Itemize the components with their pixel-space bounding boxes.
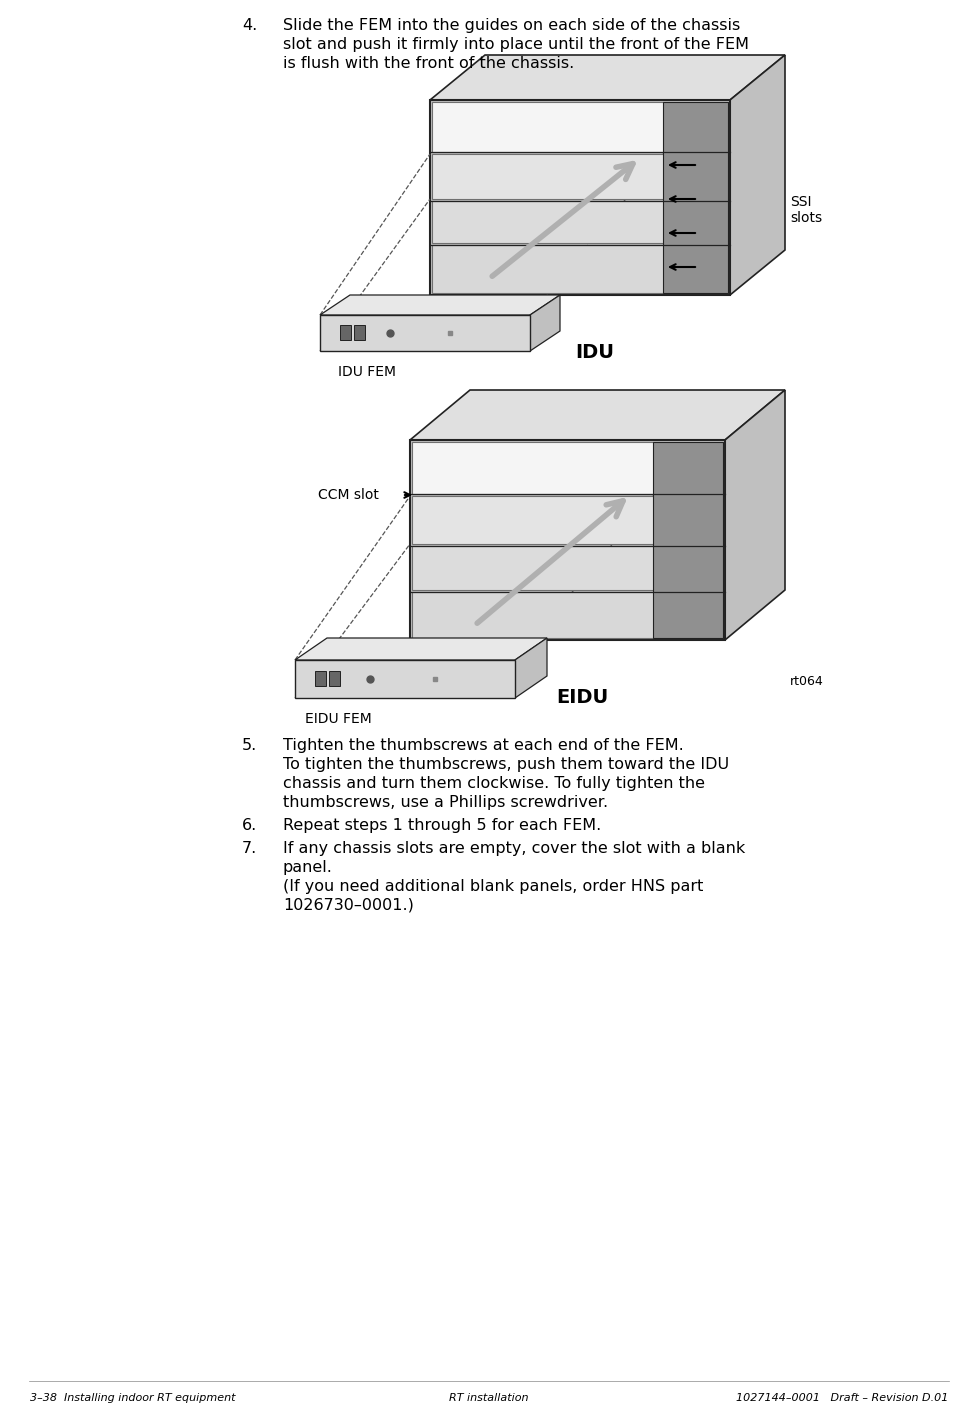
Bar bbox=[430, 100, 729, 296]
Bar bbox=[340, 326, 351, 340]
Polygon shape bbox=[295, 638, 546, 660]
Bar bbox=[328, 671, 340, 685]
Text: 4.: 4. bbox=[241, 19, 257, 33]
Text: thumbscrews, use a Phillips screwdriver.: thumbscrews, use a Phillips screwdriver. bbox=[282, 795, 608, 810]
Text: slot and push it firmly into place until the front of the FEM: slot and push it firmly into place until… bbox=[282, 37, 748, 51]
FancyArrowPatch shape bbox=[477, 501, 622, 623]
Text: To tighten the thumbscrews, push them toward the IDU: To tighten the thumbscrews, push them to… bbox=[282, 757, 729, 773]
Text: 1026730–0001.): 1026730–0001.) bbox=[282, 898, 413, 912]
Text: chassis and turn them clockwise. To fully tighten the: chassis and turn them clockwise. To full… bbox=[282, 775, 704, 791]
Text: RT installation: RT installation bbox=[448, 1392, 529, 1402]
Text: CCM slot: CCM slot bbox=[318, 488, 378, 503]
Text: Repeat steps 1 through 5 for each FEM.: Repeat steps 1 through 5 for each FEM. bbox=[282, 818, 601, 833]
Polygon shape bbox=[515, 638, 546, 698]
Bar bbox=[411, 545, 722, 590]
Bar bbox=[315, 671, 325, 685]
Bar bbox=[409, 440, 724, 640]
Bar bbox=[432, 101, 727, 151]
Text: 6.: 6. bbox=[241, 818, 257, 833]
Polygon shape bbox=[729, 56, 785, 296]
Polygon shape bbox=[530, 296, 560, 351]
Bar bbox=[662, 101, 727, 293]
Text: IDU FEM: IDU FEM bbox=[338, 366, 396, 378]
Text: EIDU FEM: EIDU FEM bbox=[305, 713, 371, 725]
Text: 3–38  Installing indoor RT equipment: 3–38 Installing indoor RT equipment bbox=[30, 1392, 235, 1402]
FancyArrowPatch shape bbox=[491, 164, 632, 276]
Polygon shape bbox=[430, 56, 785, 100]
Text: Tighten the thumbscrews at each end of the FEM.: Tighten the thumbscrews at each end of t… bbox=[282, 738, 683, 753]
Text: If any chassis slots are empty, cover the slot with a blank: If any chassis slots are empty, cover th… bbox=[282, 841, 744, 855]
Text: rt064: rt064 bbox=[789, 675, 823, 688]
Bar bbox=[295, 660, 515, 698]
Polygon shape bbox=[724, 390, 785, 640]
Polygon shape bbox=[319, 296, 560, 316]
Text: IDU: IDU bbox=[574, 343, 614, 363]
Bar bbox=[411, 496, 722, 544]
Bar bbox=[432, 201, 727, 243]
Text: Slide the FEM into the guides on each side of the chassis: Slide the FEM into the guides on each si… bbox=[282, 19, 740, 33]
Text: 7.: 7. bbox=[241, 841, 257, 855]
Text: 1027144–0001   Draft – Revision D.01: 1027144–0001 Draft – Revision D.01 bbox=[735, 1392, 947, 1402]
Polygon shape bbox=[409, 390, 785, 440]
Text: panel.: panel. bbox=[282, 860, 332, 875]
Bar bbox=[411, 443, 722, 494]
Text: 5.: 5. bbox=[241, 738, 257, 753]
Bar bbox=[411, 593, 722, 638]
Bar bbox=[432, 154, 727, 198]
Bar bbox=[319, 316, 530, 351]
Text: EIDU: EIDU bbox=[555, 688, 608, 707]
Text: (If you need additional blank panels, order HNS part: (If you need additional blank panels, or… bbox=[282, 880, 702, 894]
Bar bbox=[653, 443, 722, 638]
Text: is flush with the front of the chassis.: is flush with the front of the chassis. bbox=[282, 56, 573, 71]
Bar bbox=[354, 326, 364, 340]
Bar bbox=[432, 246, 727, 293]
Text: SSI
slots: SSI slots bbox=[789, 194, 822, 226]
